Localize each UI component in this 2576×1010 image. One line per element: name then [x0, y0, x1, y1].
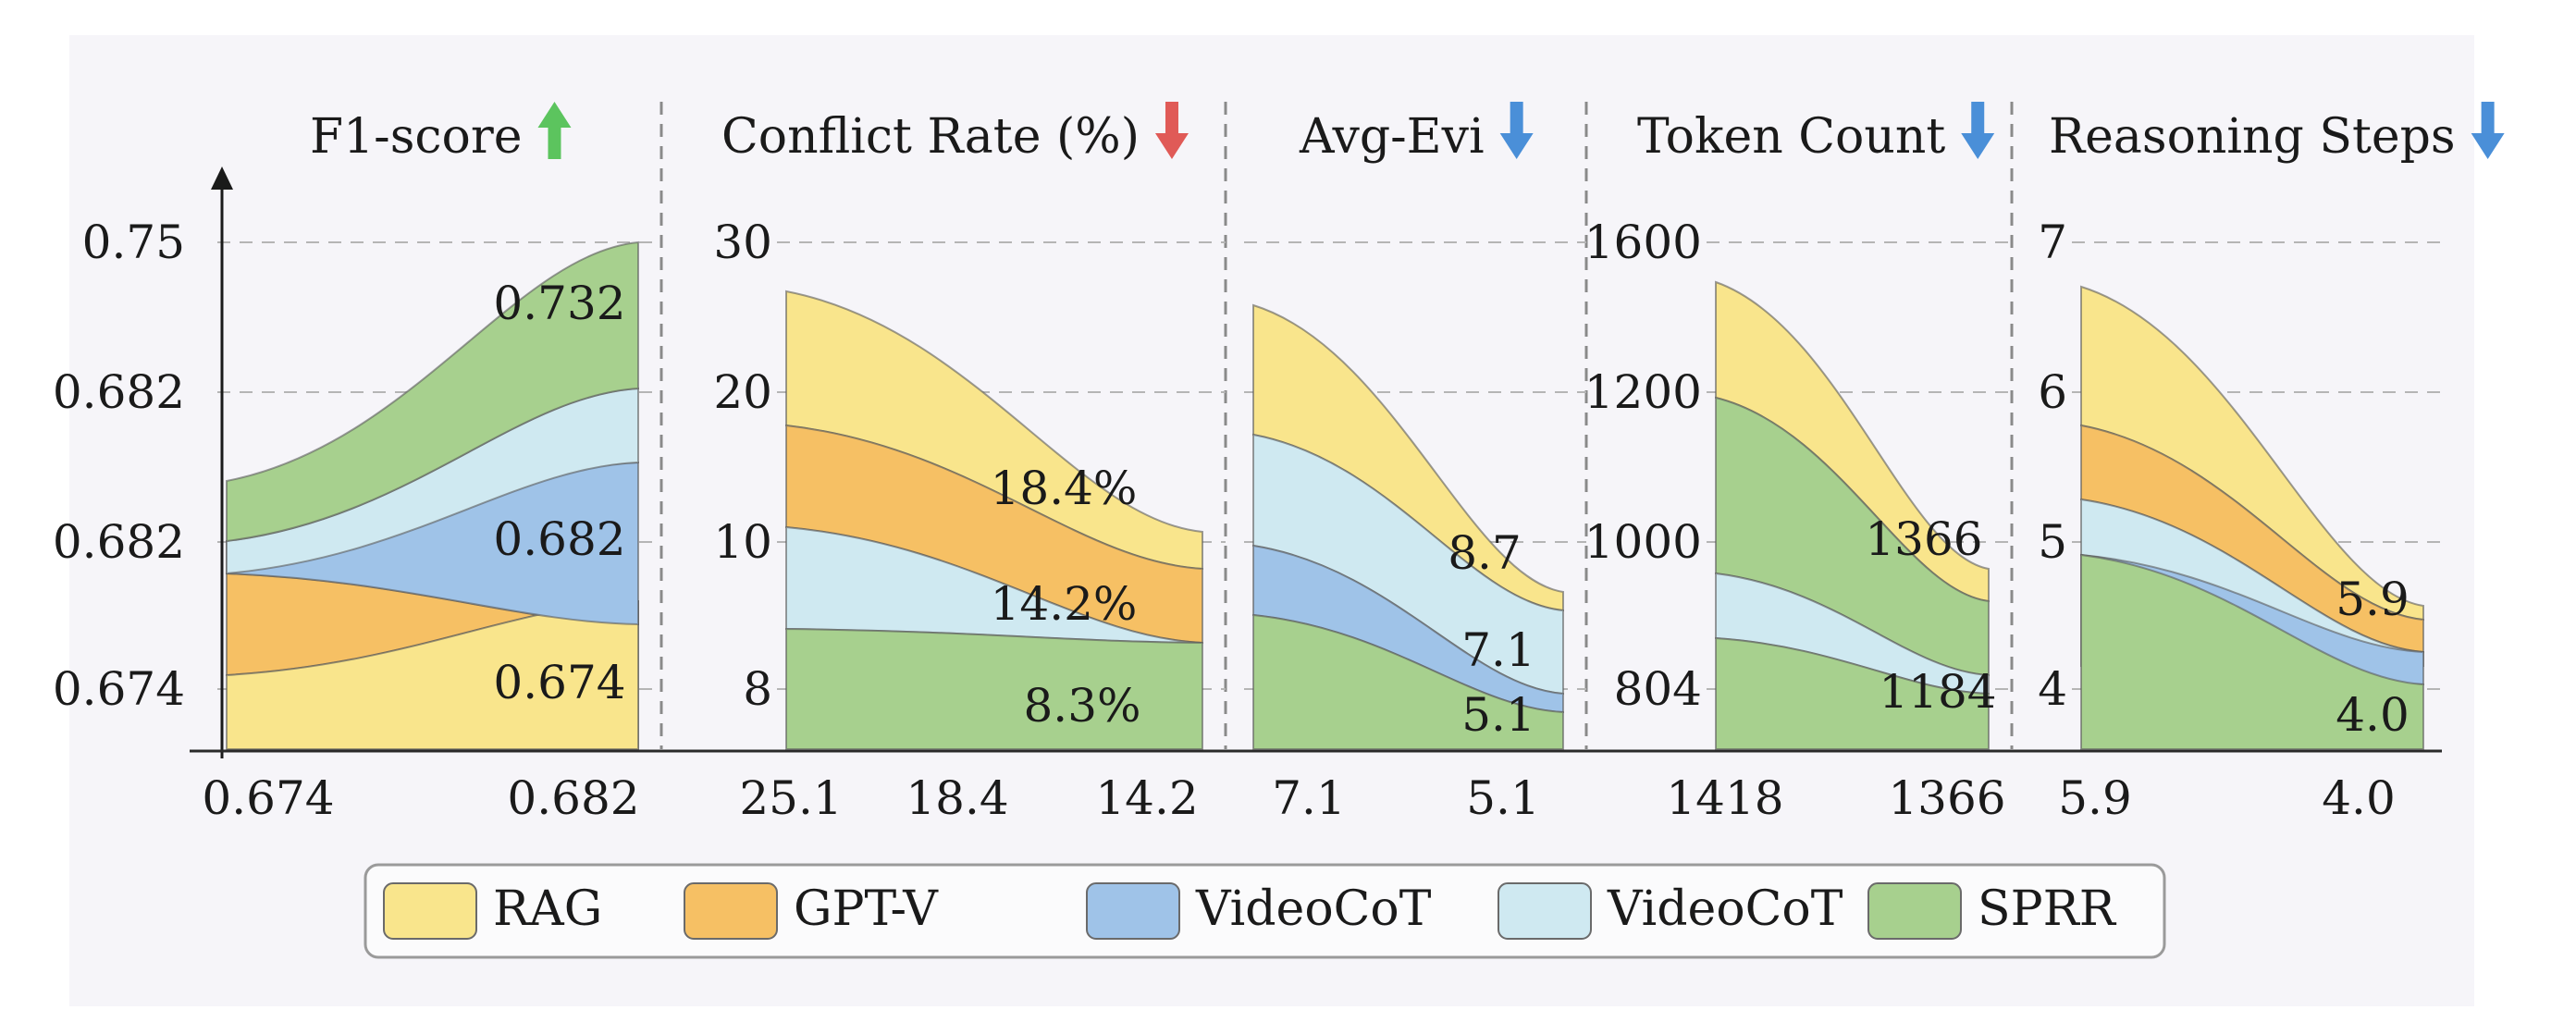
- x-tick-label: 0.682: [507, 771, 639, 825]
- data-label: 0.732: [493, 277, 625, 330]
- legend-label: RAG: [493, 881, 602, 937]
- legend-swatch: [1086, 882, 1180, 940]
- data-label: 5.9: [2336, 573, 2410, 626]
- legend-swatch: [684, 882, 778, 940]
- data-label: 5.1: [1461, 688, 1535, 742]
- x-tick-label: 4.0: [2322, 771, 2396, 825]
- x-tick-label: 0.674: [202, 771, 334, 825]
- y-tick-label: 20: [713, 365, 772, 419]
- y-tick-label: 0.682: [53, 515, 185, 569]
- y-tick-label: 6: [2038, 365, 2067, 419]
- x-tick-label: 1366: [1888, 771, 2005, 825]
- y-tick-label: 4: [2038, 662, 2067, 716]
- data-label: 0.674: [493, 656, 625, 709]
- arrow-down-icon: [2471, 102, 2505, 159]
- area-band-sprr: [1252, 613, 1564, 751]
- y-tick-label: 8: [743, 662, 772, 716]
- panel-4: Reasoning Steps 7 6 5 4 5.9 4.0 5.9 4.0: [2038, 102, 2505, 825]
- panel-title: Avg-Evi: [1299, 109, 1485, 165]
- data-label: 1366: [1865, 512, 1982, 566]
- panel-2: Avg-Evi 7.1 5.1 8.7 7.1 5.1: [1244, 102, 1588, 825]
- x-tick-label: 14.2: [1095, 771, 1198, 825]
- data-label: 14.2%: [991, 577, 1138, 631]
- y-tick-label: 30: [713, 216, 772, 269]
- area-band-sprr: [1715, 636, 1990, 751]
- y-tick-label: 1000: [1584, 515, 1702, 569]
- legend-label: VideoCoT: [1195, 881, 1432, 937]
- data-label: 18.4%: [991, 462, 1138, 515]
- panel-title: F1-score: [310, 109, 522, 165]
- panel-title: Reasoning Steps: [2049, 109, 2456, 165]
- arrow-up-icon: [537, 102, 572, 159]
- data-label: 0.682: [493, 512, 625, 566]
- arrow-down-icon: [1499, 102, 1534, 159]
- data-label: 8.7: [1448, 526, 1522, 580]
- legend-swatch: [1867, 882, 1962, 940]
- x-tick-label: 1418: [1666, 771, 1783, 825]
- x-tick-label: 5.9: [2058, 771, 2132, 825]
- area-band-sprr: [785, 627, 1203, 751]
- x-tick-label: 25.1: [739, 771, 842, 825]
- y-tick-label: 7: [2038, 216, 2067, 269]
- data-label: 7.1: [1461, 623, 1535, 677]
- legend-label: SPRR: [1978, 881, 2117, 937]
- y-tick-label: 1200: [1584, 365, 1702, 419]
- area-band-sprr: [226, 240, 639, 543]
- x-tick-label: 7.1: [1272, 771, 1346, 825]
- x-tick-label: 18.4: [906, 771, 1008, 825]
- panel-0: F1-score 0.75 0.682 0.682 0.674 0.674 0.682 0.7…: [53, 102, 663, 825]
- y-axis-arrow-icon: [211, 166, 233, 190]
- y-tick-label: 10: [713, 515, 772, 569]
- data-label: 8.3%: [1023, 679, 1140, 733]
- y-tick-label: 0.674: [53, 662, 185, 716]
- arrow-down-icon: [1154, 102, 1189, 159]
- arrow-down-icon: [1961, 102, 1995, 159]
- panel-1: Conflict Rate (%) 30 20 10 8 25.1 18.4 14.2 18.4…: [713, 102, 1227, 825]
- legend-swatch: [1498, 882, 1592, 940]
- legend-label: VideoCoT: [1607, 881, 1843, 937]
- panel-title: Token Count: [1637, 109, 1945, 165]
- legend-swatch: [383, 882, 477, 940]
- legend-box: [364, 863, 2166, 959]
- data-label: 1184: [1879, 665, 1996, 719]
- data-label: 4.0: [2336, 688, 2410, 742]
- panel-3: Token Count 1600 1200 1000 804 1418 1366 1366 11…: [1584, 102, 2014, 825]
- x-tick-label: 5.1: [1466, 771, 1540, 825]
- y-tick-label: 0.682: [53, 365, 185, 419]
- area-band-rag: [226, 599, 639, 751]
- y-tick-label: 1600: [1584, 216, 1702, 269]
- y-tick-label: 5: [2038, 515, 2067, 569]
- panel-title: Conflict Rate (%): [721, 109, 1140, 165]
- y-tick-label: 0.75: [82, 216, 185, 269]
- area-band-sprr: [2080, 553, 2424, 751]
- y-tick-label: 804: [1614, 662, 1702, 716]
- legend-label: GPT-V: [794, 881, 939, 937]
